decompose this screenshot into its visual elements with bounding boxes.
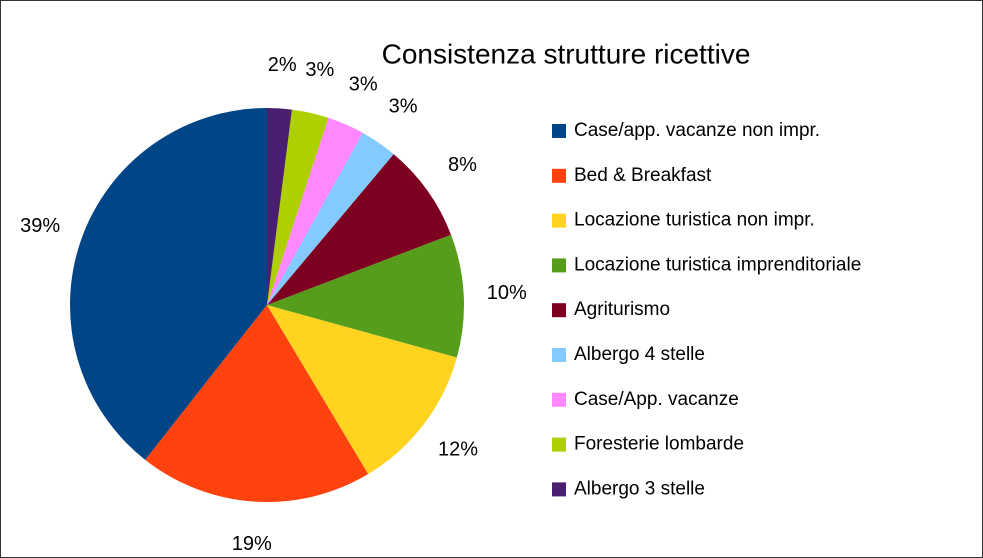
legend-label: Bed & Breakfast [574,165,712,186]
legend-swatch [552,482,566,497]
legend-label: Case/App. vacanze [574,389,739,410]
legend-swatch [552,348,566,362]
legend-swatch [552,213,566,228]
data-label: 2% [268,54,297,76]
pie-slice [69,108,267,460]
data-label: 19% [232,533,272,555]
data-label: 39% [20,215,60,237]
legend-swatch [552,392,566,407]
legend-swatch [552,437,566,452]
legend-swatch [552,124,566,138]
legend-label: Albergo 4 stelle [574,344,705,365]
legend-label: Albergo 3 stelle [574,478,705,499]
pie-slice [267,154,452,305]
legend-swatch [552,258,566,273]
pie-slice [267,132,394,305]
legend-swatch [552,303,566,318]
data-label: 3% [349,73,378,95]
pie-slice [145,305,369,502]
legend-label: Foresterie lombarde [574,434,744,455]
pie-slice [267,305,457,475]
data-label: 8% [448,154,477,176]
data-label: 3% [305,59,334,81]
data-label: 3% [389,96,418,118]
legend-label: Case/app. vacanze non impr. [574,120,820,141]
legend-label: Locazione turistica imprenditoriale [574,254,861,275]
chart-title: Consistenza strutture ricettive [382,38,751,69]
data-label: 10% [487,282,527,304]
pie-slice [267,117,363,305]
pie-slice [267,234,464,358]
pie-slice [267,109,329,305]
data-label: 12% [438,439,478,461]
legend-label: Agriturismo [574,299,670,320]
legend-swatch [552,168,566,183]
legend-label: Locazione turistica non impr. [574,210,815,231]
pie-slice [267,108,292,305]
